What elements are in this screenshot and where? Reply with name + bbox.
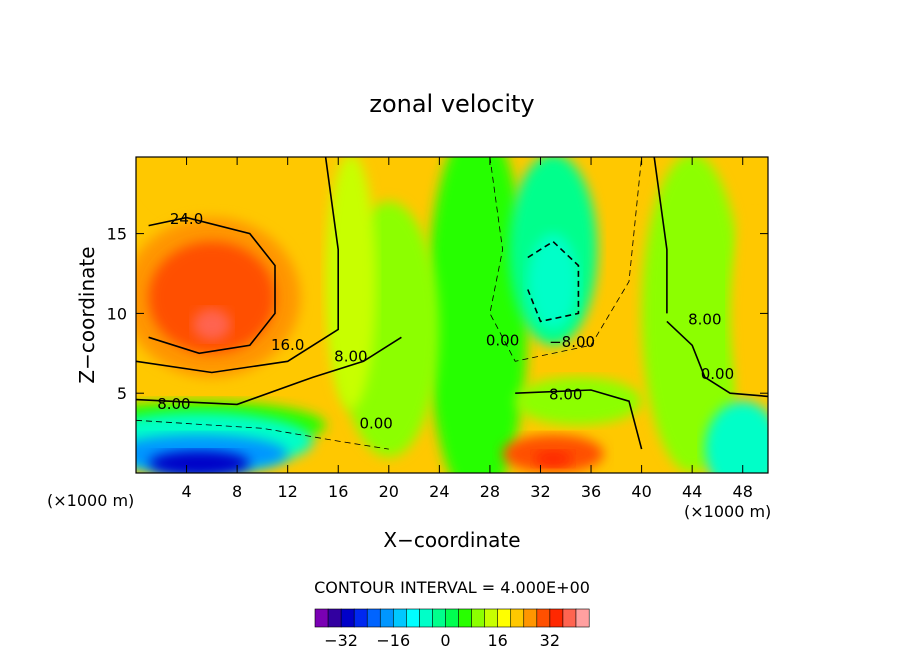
x-tick-label: 36 [581,482,601,501]
colorbar-swatch [575,608,590,628]
colorbar-swatch [340,608,355,628]
field-region [192,308,231,341]
x-tick-label: 32 [530,482,550,501]
contour-line [136,157,339,374]
field-region [641,157,743,473]
field-region [534,450,573,467]
x-axis-label: X−coordinate [383,528,520,552]
colorbar-swatch [406,608,420,628]
colorbar-tick-label: −16 [376,631,410,650]
colorbar-swatch [497,608,512,628]
colorbar-swatch [432,608,446,628]
contour-line [515,389,643,450]
x-tick-label: 44 [682,482,702,501]
chart-title: zonal velocity [369,90,534,118]
y-tick-label: 5 [117,384,127,403]
colorbar-tick-label: 32 [540,631,560,650]
x-tick-label: 20 [379,482,399,501]
colorbar-tick-label: 16 [487,631,507,650]
contour-line [136,336,402,406]
colorbar-swatch [353,608,368,628]
contour-line [666,320,768,398]
colorbar-swatch [536,608,551,628]
contour-label: 0.00 [701,365,734,383]
colorbar [314,608,590,628]
field-region [325,157,377,410]
contour-line [653,157,668,314]
y-tick-label: 15 [107,225,127,244]
colorbar-swatch [510,608,525,628]
colorbar-swatch [314,608,329,628]
y-tick-label: 10 [107,304,127,323]
x-tick-label: 16 [328,482,348,501]
field-region [730,217,768,410]
contour-label: 8.00 [549,386,582,404]
field-region [426,157,528,473]
colorbar-swatch [379,608,394,628]
contour-label: 24.0 [170,210,203,228]
colorbar-swatch [327,608,342,628]
y-axis-label: Z−coordinate [75,246,99,383]
field-region [148,450,250,473]
contour-line [136,419,389,450]
x-tick-label: 4 [181,482,191,501]
x-tick-label: 12 [278,482,298,501]
x-tick-label: 8 [232,482,242,501]
colorbar-swatch [445,608,460,628]
field-region [527,233,579,330]
contour-line [527,240,580,323]
x-unit-label-left: (×1000 m) [47,491,134,510]
x-tick-label: 40 [631,482,651,501]
colorbar-swatch [419,608,433,628]
colorbar-tick-label: −32 [324,631,358,650]
field-region [148,157,351,226]
contour-label: 8.00 [334,347,367,365]
contour-interval-text: CONTOUR INTERVAL = 4.000E+00 [314,578,590,597]
colorbar-swatch [392,608,407,628]
x-unit-label-right: (×1000 m) [684,502,771,521]
plot-area [136,157,768,473]
colorbar-swatch [562,608,577,628]
contour-label: −8.00 [549,333,595,351]
colorbar-swatch [549,608,564,628]
contour-line [148,216,276,355]
colorbar-swatch [484,608,499,628]
field-region [704,401,768,473]
x-tick-label: 24 [429,482,449,501]
field-region [148,241,276,354]
contour-label: 8.00 [157,395,190,413]
x-tick-label: 28 [480,482,500,501]
contour-label: 0.00 [486,331,519,349]
colorbar-swatch [366,608,381,628]
field-region [515,377,642,426]
contour-label: 8.00 [688,311,721,329]
colorbar-swatch [458,608,473,628]
colorbar-tick-label: 0 [440,631,450,650]
colorbar-swatch [523,608,538,628]
contour-label: 0.00 [359,414,392,432]
contour-line [489,157,642,362]
contour-label: 16.0 [271,336,304,354]
plot-frame [135,156,769,474]
colorbar-swatch [471,608,486,628]
x-tick-label: 48 [733,482,753,501]
